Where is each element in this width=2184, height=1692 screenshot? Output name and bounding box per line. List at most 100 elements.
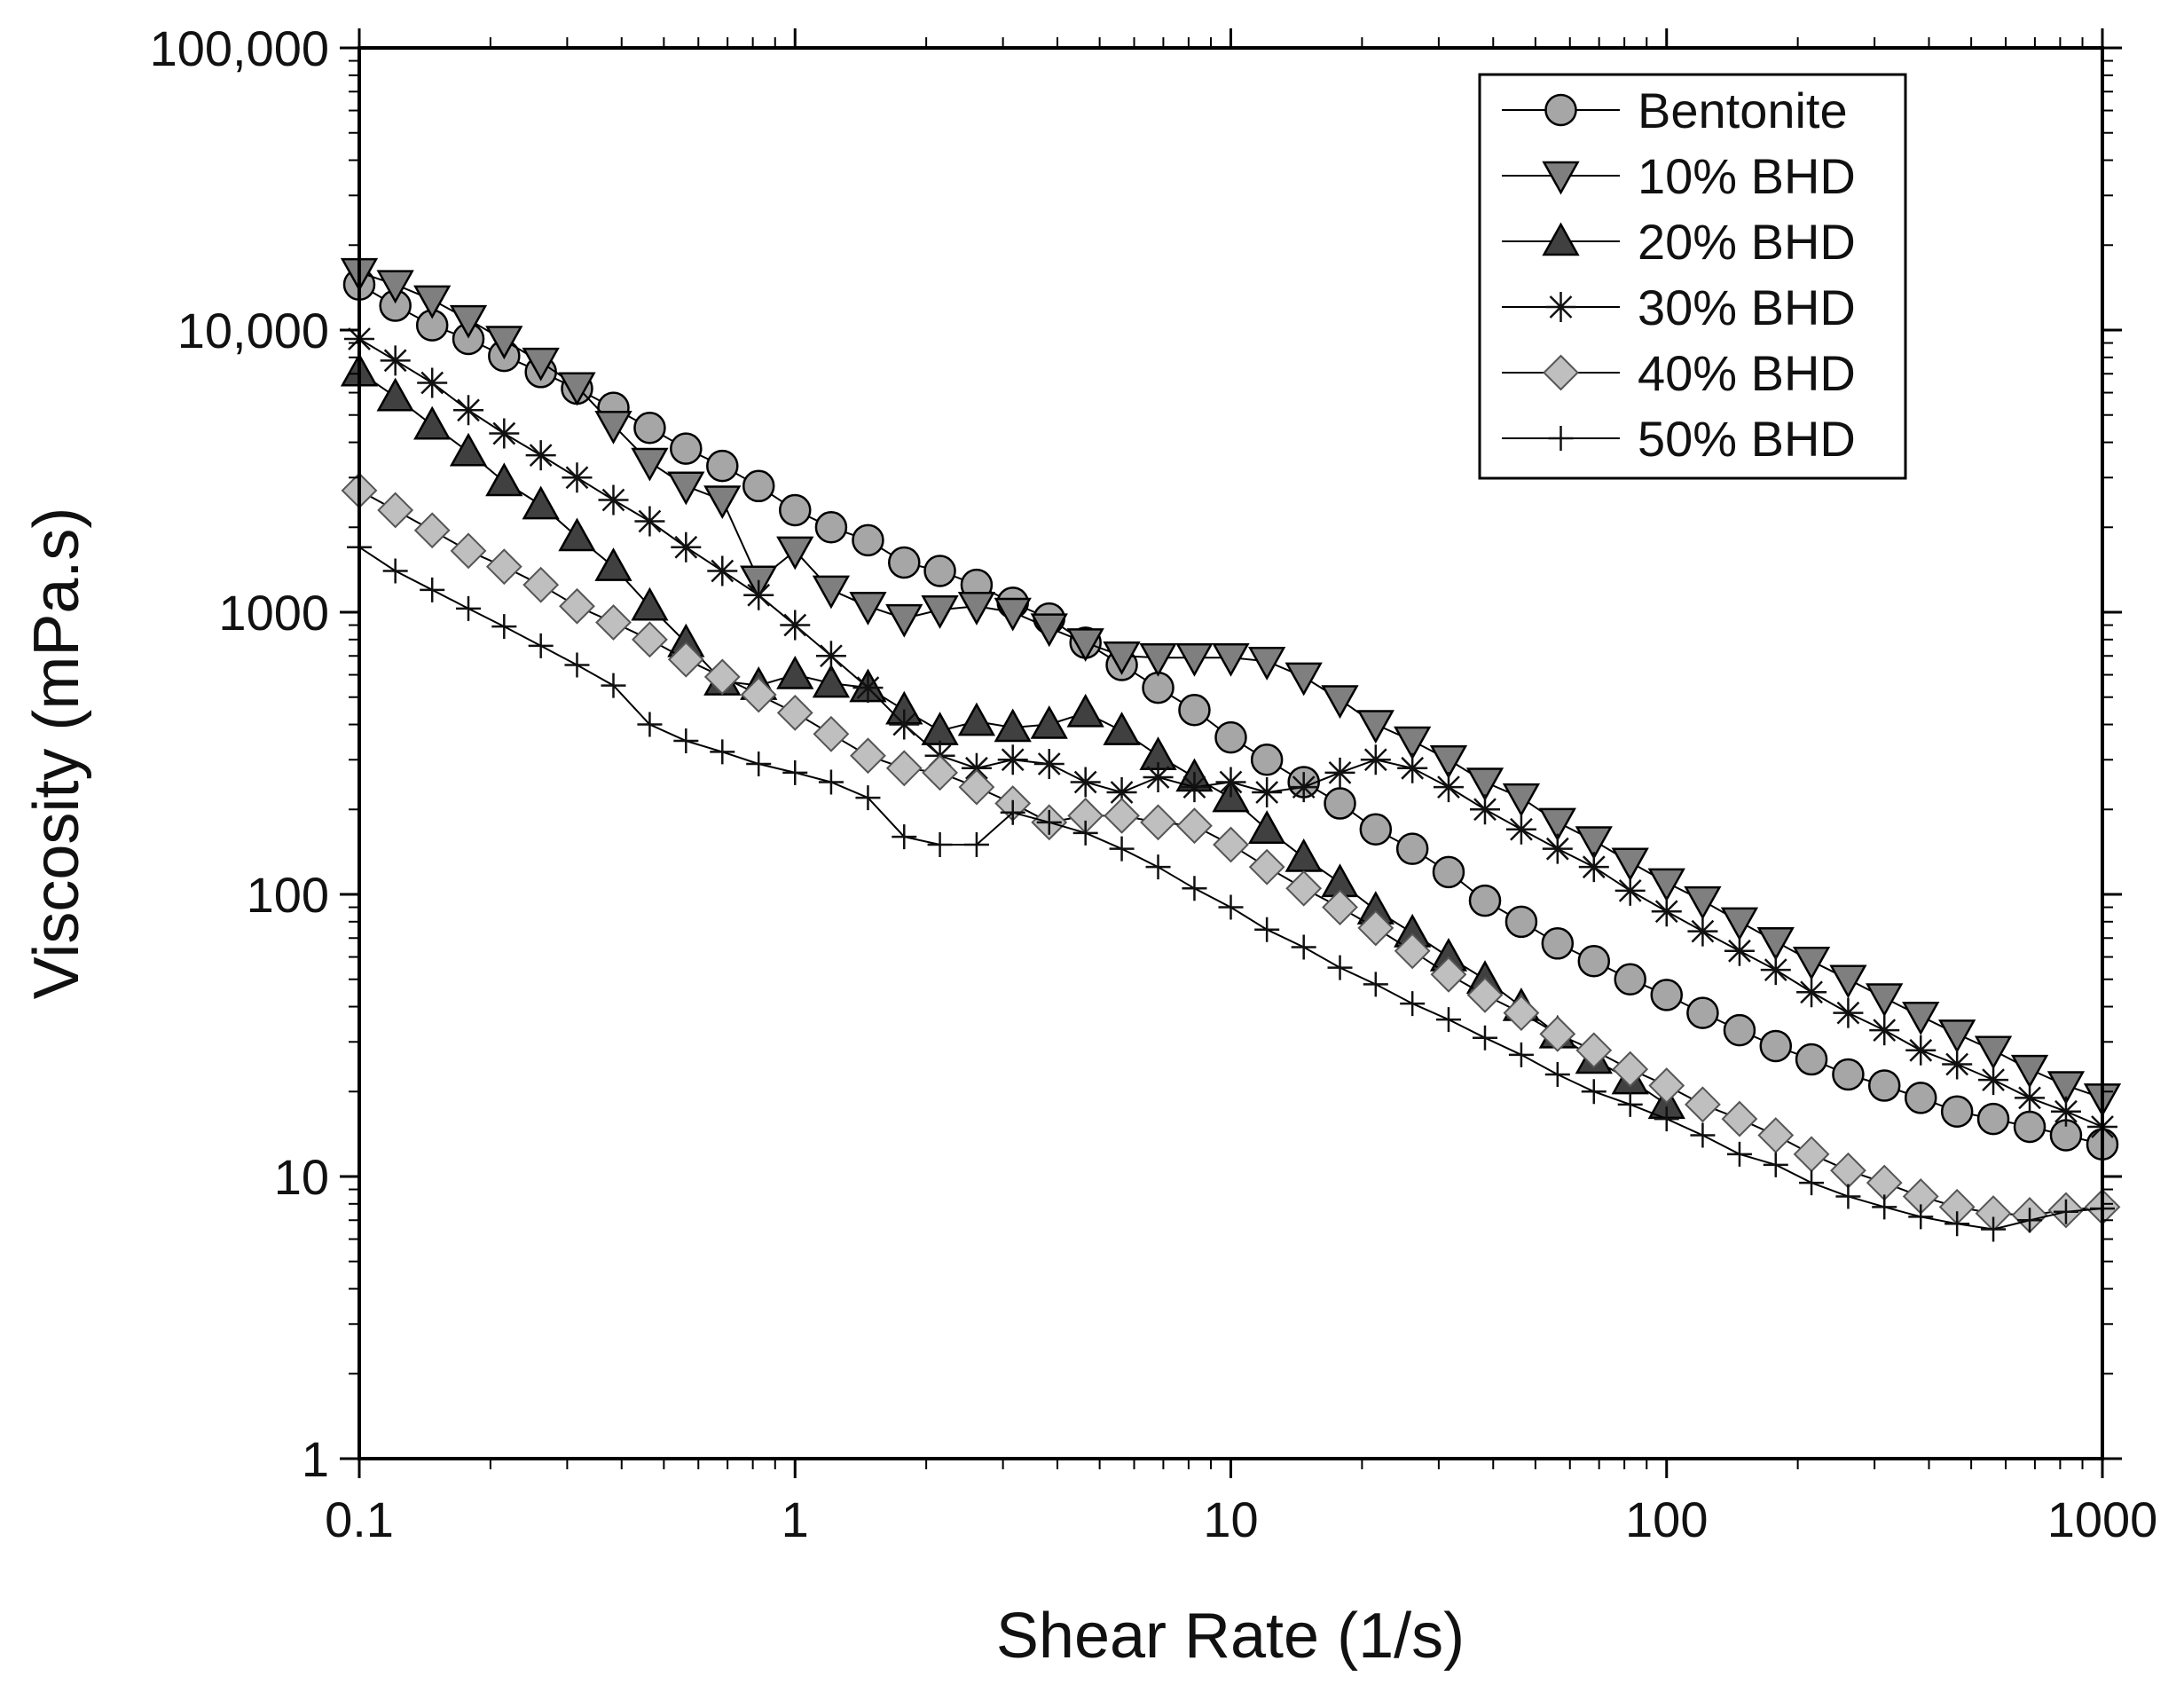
- data-point: [1285, 870, 1323, 907]
- series-2: [340, 257, 2122, 1117]
- data-point: [456, 595, 482, 621]
- data-point: [2010, 1054, 2049, 1089]
- data-point: [1030, 704, 1068, 739]
- data-point: [1867, 1069, 1901, 1102]
- data-point: [707, 555, 738, 586]
- data-point: [1070, 767, 1101, 798]
- x-tick-label: 100: [1625, 1491, 1708, 1547]
- data-point: [594, 547, 632, 581]
- data-point: [1218, 894, 1244, 920]
- data-point: [994, 597, 1032, 632]
- x-axis-title: Shear Rate (1/s): [996, 1601, 1465, 1672]
- data-point: [1435, 1007, 1461, 1033]
- data-point: [1033, 748, 1065, 779]
- data-point: [637, 712, 663, 737]
- legend-entry: 10% BHD: [1502, 148, 1856, 204]
- data-point: [1254, 917, 1280, 942]
- data-point: [1578, 852, 1609, 883]
- data-point: [413, 405, 452, 440]
- data-point: [376, 377, 414, 412]
- data-point: [1833, 997, 1864, 1028]
- data-point: [1103, 641, 1141, 675]
- data-point: [814, 511, 848, 544]
- legend-box: [1478, 73, 1907, 480]
- data-point: [380, 345, 411, 376]
- y-tick-label: 1: [302, 1431, 329, 1487]
- data-point: [1036, 809, 1062, 835]
- data-point: [1872, 1194, 1897, 1220]
- data-point: [376, 270, 414, 304]
- data-point: [1796, 977, 1827, 1008]
- data-point: [1614, 875, 1646, 906]
- data-point: [850, 737, 886, 775]
- legend-label: 50% BHD: [1638, 411, 1856, 467]
- legend-marker: [1542, 222, 1580, 256]
- y-tick-label: 10: [274, 1149, 329, 1205]
- data-point: [743, 579, 774, 610]
- data-point: [594, 410, 632, 445]
- data-point: [631, 586, 669, 621]
- data-point: [1030, 613, 1068, 648]
- data-point: [1612, 1051, 1649, 1088]
- data-point: [525, 440, 556, 471]
- data-point: [780, 610, 811, 641]
- data-point: [558, 517, 596, 552]
- data-point: [815, 641, 846, 672]
- data-point: [2050, 1096, 2081, 1127]
- data-point: [1400, 991, 1426, 1017]
- data-point: [417, 367, 448, 398]
- data-point: [1359, 813, 1393, 846]
- data-point: [489, 418, 520, 449]
- data-point: [1466, 976, 1504, 1013]
- data-point: [1829, 964, 1867, 999]
- data-point: [1182, 876, 1207, 901]
- data-point: [1938, 1019, 1976, 1053]
- data-point: [1248, 647, 1286, 681]
- data-point: [888, 546, 921, 579]
- data-point: [776, 655, 814, 689]
- data-point: [564, 652, 590, 678]
- legend-entry: 20% BHD: [1502, 214, 1856, 270]
- data-point: [2013, 1110, 2047, 1144]
- data-point: [1142, 671, 1174, 704]
- data-point: [710, 739, 735, 765]
- data-point: [1575, 1032, 1613, 1069]
- data-point: [1721, 1100, 1758, 1137]
- data-point: [1179, 772, 1210, 803]
- data-point: [528, 633, 554, 658]
- data-point: [852, 523, 884, 557]
- data-point: [1212, 642, 1250, 677]
- data-point: [485, 326, 523, 360]
- legend-entry: 50% BHD: [1502, 411, 1856, 467]
- data-point: [1978, 1065, 2009, 1096]
- data-point: [1175, 642, 1214, 677]
- data-point: [776, 694, 813, 731]
- x-tick-label: 1000: [2047, 1491, 2158, 1547]
- data-point: [1324, 757, 1355, 788]
- data-point: [1759, 1029, 1793, 1063]
- data-point: [601, 673, 626, 698]
- data-point: [1215, 767, 1246, 798]
- legend-label: 40% BHD: [1638, 345, 1856, 401]
- y-tick-label: 100,000: [150, 20, 329, 76]
- data-point: [1611, 847, 1649, 882]
- data-point: [1465, 767, 1504, 802]
- data-point: [1248, 848, 1285, 885]
- data-point: [892, 824, 917, 850]
- data-point: [746, 751, 772, 776]
- data-point: [1976, 1102, 2010, 1136]
- data-point: [818, 769, 844, 795]
- data-point: [703, 485, 742, 520]
- data-point: [961, 752, 992, 783]
- data-point: [632, 621, 668, 658]
- data-point: [1723, 1013, 1756, 1047]
- data-point: [1291, 934, 1316, 960]
- data-point: [1654, 1106, 1679, 1132]
- data-point: [1832, 1058, 1865, 1091]
- data-point: [667, 471, 705, 506]
- data-point: [1538, 807, 1576, 842]
- data-point: [1143, 762, 1174, 793]
- data-point: [1757, 1117, 1795, 1153]
- legend-marker: [1542, 161, 1580, 195]
